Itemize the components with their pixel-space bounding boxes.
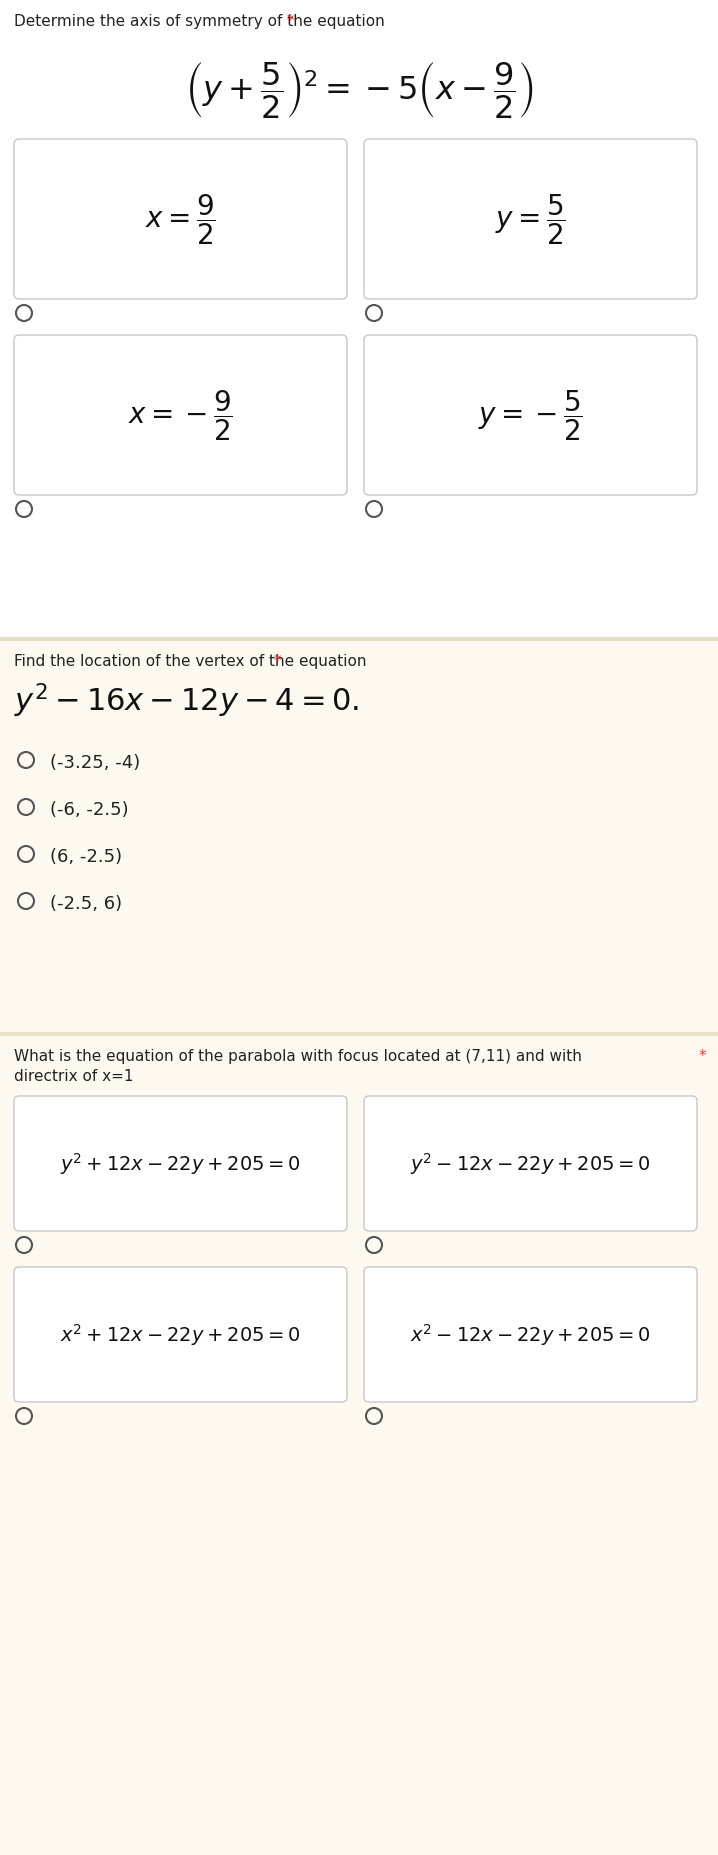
Text: $y^2+12x-22y+205=0$: $y^2+12x-22y+205=0$: [60, 1150, 301, 1176]
Text: $x^2+12x-22y+205=0$: $x^2+12x-22y+205=0$: [60, 1323, 301, 1349]
Text: $x^2-12x-22y+205=0$: $x^2-12x-22y+205=0$: [410, 1323, 651, 1349]
Text: *: *: [287, 15, 294, 30]
Text: (-2.5, 6): (-2.5, 6): [50, 894, 122, 913]
Text: *: *: [274, 653, 281, 668]
FancyBboxPatch shape: [14, 1267, 347, 1402]
Text: $\left(y+\dfrac{5}{2}\right)^{2}=-5\left(x-\dfrac{9}{2}\right)$: $\left(y+\dfrac{5}{2}\right)^{2}=-5\left…: [185, 59, 533, 121]
Text: (-3.25, -4): (-3.25, -4): [50, 753, 140, 772]
Bar: [0, 640, 718, 1035]
Text: $x=-\dfrac{9}{2}$: $x=-\dfrac{9}{2}$: [128, 388, 233, 443]
Text: directrix of x=1: directrix of x=1: [14, 1068, 134, 1083]
Text: $y^2-16x-12y-4=0.$: $y^2-16x-12y-4=0.$: [14, 681, 359, 720]
Bar: [0, 0, 718, 640]
Text: $y^2-12x-22y+205=0$: $y^2-12x-22y+205=0$: [410, 1150, 651, 1176]
FancyBboxPatch shape: [364, 139, 697, 301]
FancyBboxPatch shape: [14, 1096, 347, 1232]
Text: *: *: [699, 1048, 706, 1063]
Text: Find the location of the vertex of the equation: Find the location of the vertex of the e…: [14, 653, 371, 668]
FancyBboxPatch shape: [364, 1267, 697, 1402]
Bar: [0, 1035, 718, 1855]
Text: Determine the axis of symmetry of the equation: Determine the axis of symmetry of the eq…: [14, 15, 390, 30]
Text: (-6, -2.5): (-6, -2.5): [50, 801, 129, 818]
Text: $y=\dfrac{5}{2}$: $y=\dfrac{5}{2}$: [495, 193, 566, 247]
FancyBboxPatch shape: [364, 336, 697, 495]
Text: $x=\dfrac{9}{2}$: $x=\dfrac{9}{2}$: [145, 193, 216, 247]
Text: $y=-\dfrac{5}{2}$: $y=-\dfrac{5}{2}$: [478, 388, 583, 443]
Text: What is the equation of the parabola with focus located at (7,11) and with: What is the equation of the parabola wit…: [14, 1048, 582, 1063]
FancyBboxPatch shape: [14, 336, 347, 495]
Text: (6, -2.5): (6, -2.5): [50, 848, 122, 866]
FancyBboxPatch shape: [14, 139, 347, 301]
FancyBboxPatch shape: [364, 1096, 697, 1232]
